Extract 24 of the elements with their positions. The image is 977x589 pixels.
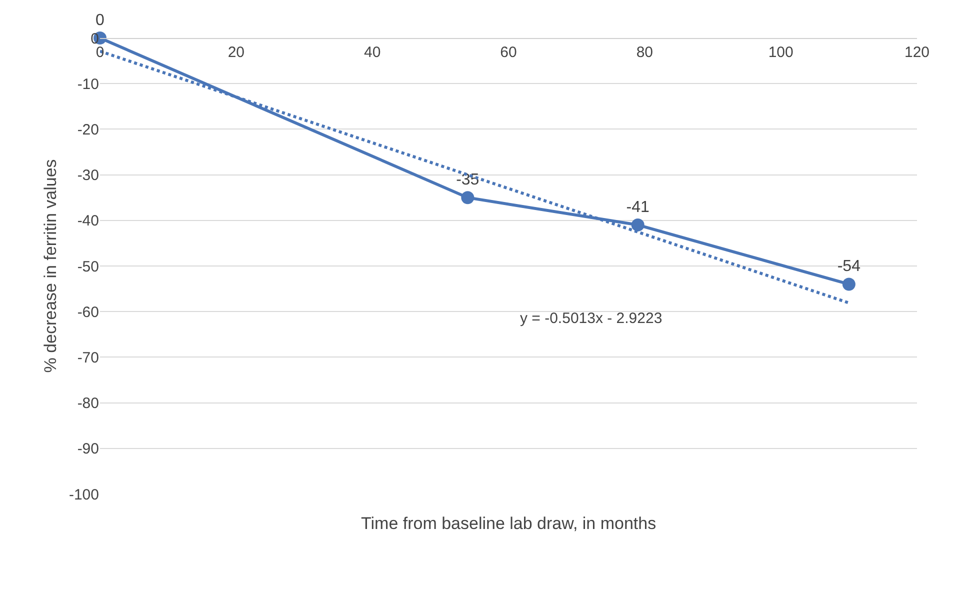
annotation: y = -0.5013x - 2.9223	[520, 310, 662, 327]
point	[461, 191, 474, 204]
x-tick-label: 80	[636, 44, 654, 61]
point	[631, 218, 644, 232]
x-tick-label: 120	[904, 44, 930, 61]
y-tick-label: -90	[77, 440, 99, 458]
y-tick-label: -20	[77, 121, 99, 138]
x-tick-label: 100	[768, 44, 794, 61]
x-tick-label: 40	[364, 44, 381, 61]
point	[842, 278, 856, 291]
y-tick-label: -10	[77, 76, 99, 93]
x-tick-label: 20	[228, 44, 245, 61]
y-tick-label: -40	[77, 212, 99, 230]
x-axis-title: Time from baseline lab draw, in months	[361, 514, 656, 533]
data-label: -54	[837, 258, 861, 276]
y-tick-label: -100	[68, 486, 99, 504]
y-tick-label: -50	[77, 258, 99, 276]
y-tick-label: -60	[77, 304, 99, 321]
y-axis-title: % decrease in ferritin values	[41, 159, 60, 373]
y-tick-label: -30	[77, 167, 99, 184]
y-tick-label: -80	[77, 395, 99, 412]
y-tick-label: -70	[77, 349, 99, 366]
x-tick-label: 60	[500, 44, 517, 61]
data-label: -41	[626, 198, 650, 216]
